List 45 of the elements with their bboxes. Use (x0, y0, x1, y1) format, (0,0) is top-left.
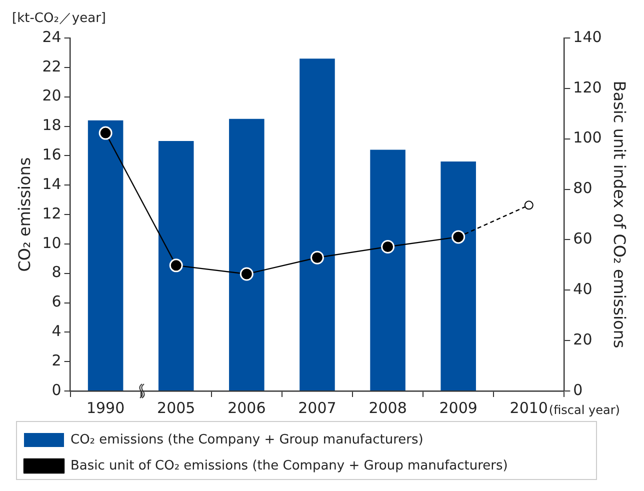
x-tick-label: 2008 (368, 398, 407, 417)
y2-tick-label: 120 (573, 78, 602, 96)
y2-tick-label: 20 (573, 330, 592, 348)
point (310, 250, 324, 264)
y-tick-label: 14 (42, 174, 62, 193)
x-axis-title: (fiscal year) (548, 403, 620, 418)
point (169, 258, 183, 272)
x-tick-label: 2009 (439, 398, 478, 417)
y2-tick-label: 60 (573, 230, 592, 248)
bar (440, 162, 476, 390)
y2-axis-title: Basic unit index of CO₂ emissions (610, 80, 630, 348)
legend-label: Basic unit of CO₂ emissions (the Company + Group manufacturers) (70, 458, 508, 474)
y2-tick-label: 0 (573, 380, 583, 399)
y-tick-label: 22 (42, 57, 62, 76)
x-tick-label: 2005 (157, 398, 196, 417)
point (240, 267, 254, 281)
bar (158, 140, 194, 390)
y2-tick-label: 140 (573, 28, 602, 46)
y-axis-title: CO₂ emissions (14, 157, 34, 272)
bar (88, 120, 124, 390)
x-tick-label: 1990 (86, 398, 125, 417)
x-tick-label: 2010 (510, 398, 548, 417)
y-tick-label: 16 (42, 146, 62, 164)
y-tick-label: 10 (42, 234, 62, 252)
x-tick-label: 2006 (228, 398, 266, 417)
y-tick-label: 2 (52, 351, 62, 370)
y2-tick-label: 100 (573, 128, 602, 147)
x-tick-label: 2007 (298, 398, 336, 417)
y-tick-label: 0 (52, 380, 62, 399)
y-tick-label: 20 (42, 86, 62, 105)
y-tick-label: 8 (52, 263, 62, 282)
y2-tick-label: 80 (573, 179, 592, 198)
y-tick-label: 12 (42, 204, 62, 222)
y-tick-label: 18 (42, 116, 62, 134)
y-tick-label: 24 (42, 28, 62, 46)
bar (370, 150, 406, 390)
bar (229, 118, 264, 390)
legend-label: CO₂ emissions (the Company + Group manufacturers) (70, 432, 424, 448)
point (98, 126, 112, 140)
y-tick-label: 4 (52, 322, 62, 340)
point (381, 240, 395, 254)
text: [kt-CO₂／year] (12, 10, 106, 26)
y-tick-label: 6 (52, 292, 62, 311)
bar (300, 58, 335, 390)
y2-tick-label: 40 (573, 280, 592, 298)
